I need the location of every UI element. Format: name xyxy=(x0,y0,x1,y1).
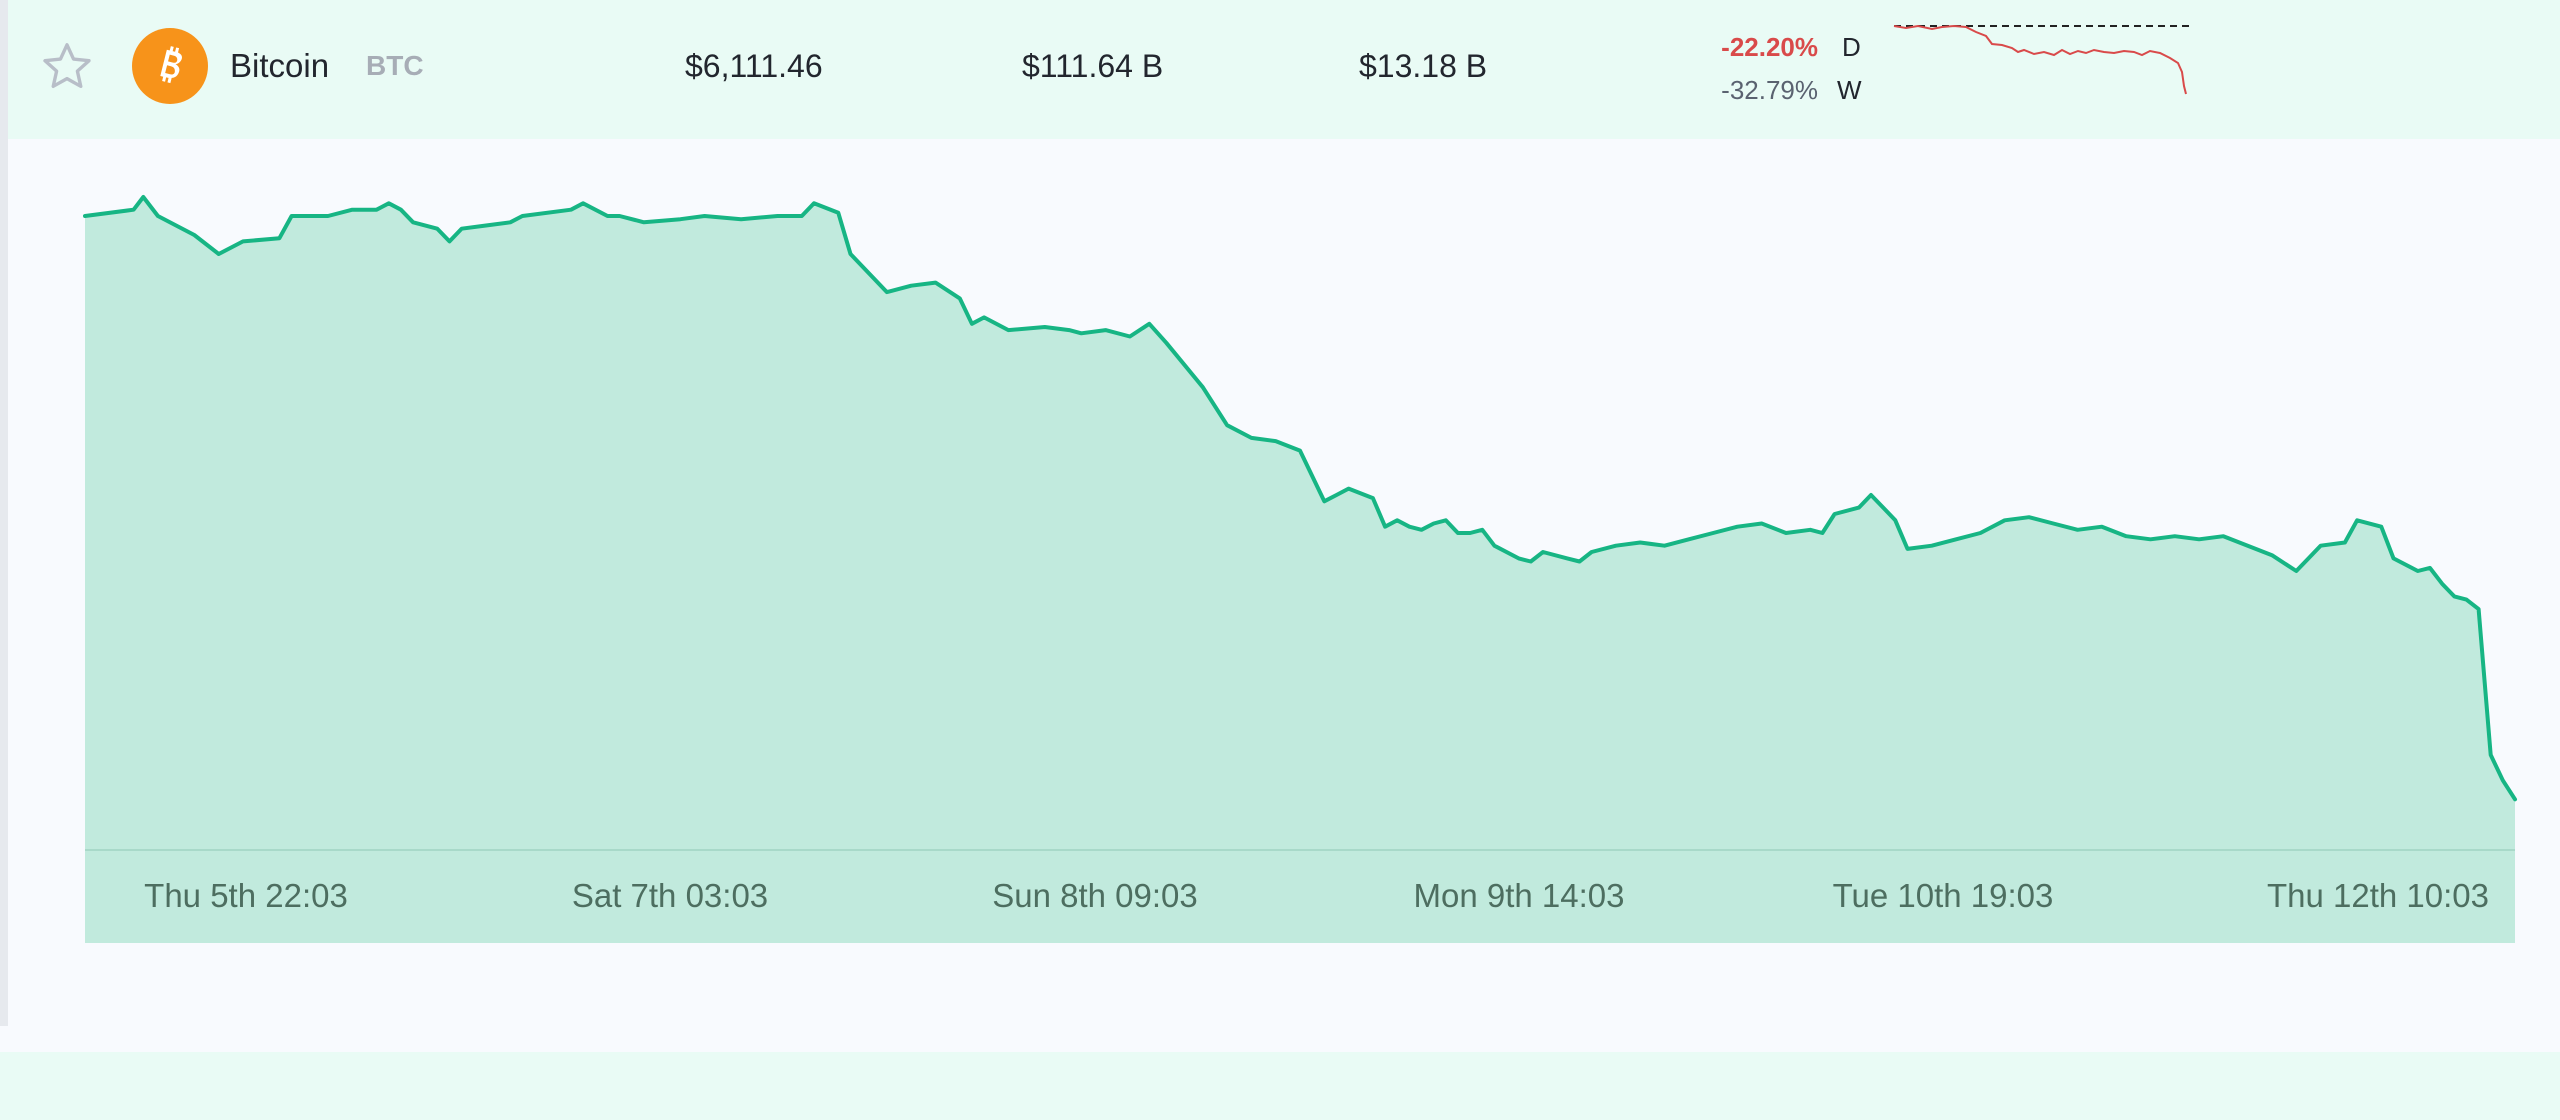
price-line xyxy=(83,195,2517,802)
bitcoin-symbol-icon xyxy=(160,46,183,84)
bitcoin-logo xyxy=(132,28,208,104)
x-tick-label: Tue 10th 19:03 xyxy=(1833,877,2054,914)
price-area xyxy=(85,197,2515,850)
x-tick-label: Thu 12th 10:03 xyxy=(2267,877,2489,914)
sparkline-chart xyxy=(1893,24,2191,95)
price-chart-panel: Thu 5th 22:03 Sat 7th 03:03 Sun 8th 09:0… xyxy=(8,139,2560,1026)
coin-row[interactable]: Bitcoin BTC $6,111.46 $111.64 B $13.18 B… xyxy=(8,0,2560,139)
volume-24h: $13.18 B xyxy=(1359,48,1488,84)
x-tick-label: Thu 5th 22:03 xyxy=(144,877,348,914)
coin-price: $6,111.46 xyxy=(685,48,823,84)
x-axis-band xyxy=(85,850,2515,943)
coin-name[interactable]: Bitcoin xyxy=(230,47,330,84)
left-border xyxy=(0,0,8,1026)
change-day-label: D xyxy=(1842,32,1861,62)
change-week: -32.79% xyxy=(1721,75,1818,105)
price-area-chart: Thu 5th 22:03 Sat 7th 03:03 Sun 8th 09:0… xyxy=(83,195,2517,943)
next-row-strip xyxy=(0,1052,2560,1120)
x-tick-label: Sat 7th 03:03 xyxy=(572,877,768,914)
change-week-label: W xyxy=(1837,75,1862,105)
market-cap: $111.64 B xyxy=(1022,48,1164,84)
sparkline-line xyxy=(1893,24,2187,95)
star-outline-icon[interactable] xyxy=(38,38,96,96)
coin-symbol: BTC xyxy=(366,50,424,81)
x-tick-label: Sun 8th 09:03 xyxy=(992,877,1198,914)
change-day: -22.20% xyxy=(1721,32,1818,62)
x-tick-label: Mon 9th 14:03 xyxy=(1414,877,1625,914)
